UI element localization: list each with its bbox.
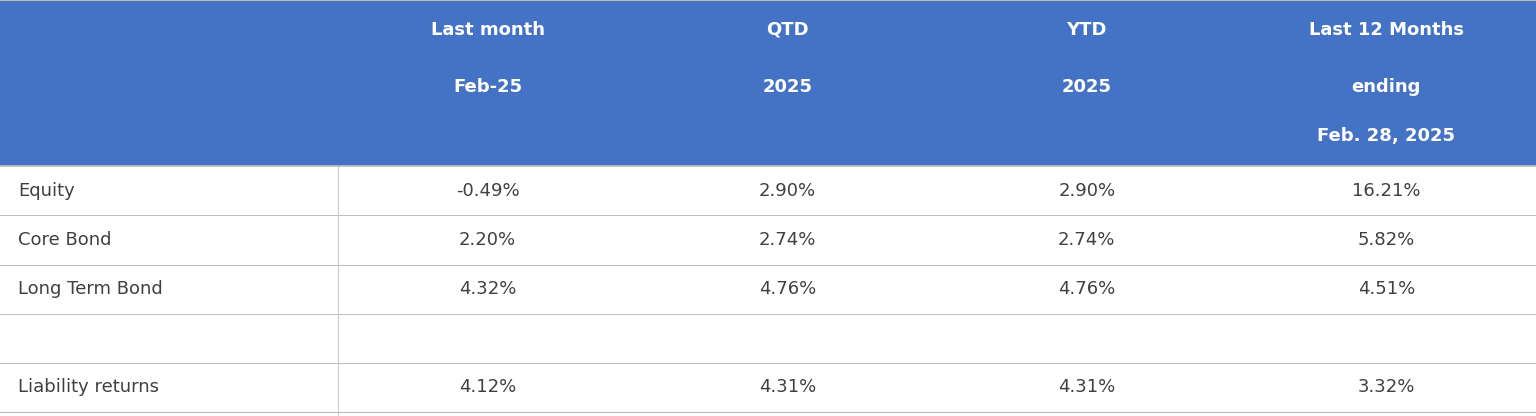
Text: 2.74%: 2.74% — [759, 231, 816, 249]
Bar — [0, 0, 1536, 166]
Text: Long Term Bond: Long Term Bond — [18, 280, 163, 298]
Bar — [0, 363, 1536, 412]
Text: 4.31%: 4.31% — [1058, 378, 1115, 396]
Text: 4.31%: 4.31% — [759, 378, 816, 396]
Bar — [0, 265, 1536, 314]
Text: 2025: 2025 — [762, 77, 813, 96]
Text: 4.32%: 4.32% — [459, 280, 516, 298]
Text: Last 12 Months: Last 12 Months — [1309, 21, 1464, 39]
Text: 16.21%: 16.21% — [1352, 182, 1421, 200]
Text: Equity: Equity — [18, 182, 75, 200]
Text: 2025: 2025 — [1061, 77, 1112, 96]
Bar — [0, 166, 1536, 215]
Text: 2.90%: 2.90% — [1058, 182, 1115, 200]
Bar — [0, 314, 1536, 363]
Text: YTD: YTD — [1066, 21, 1107, 39]
Bar — [0, 215, 1536, 265]
Text: Liability returns: Liability returns — [18, 378, 160, 396]
Text: ending: ending — [1352, 77, 1421, 96]
Text: 2.20%: 2.20% — [459, 231, 516, 249]
Text: 4.76%: 4.76% — [1058, 280, 1115, 298]
Text: Feb. 28, 2025: Feb. 28, 2025 — [1318, 127, 1455, 146]
Text: Last month: Last month — [430, 21, 545, 39]
Text: 2.74%: 2.74% — [1058, 231, 1115, 249]
Text: 2.90%: 2.90% — [759, 182, 816, 200]
Text: 5.82%: 5.82% — [1358, 231, 1415, 249]
Text: -0.49%: -0.49% — [456, 182, 519, 200]
Text: 4.12%: 4.12% — [459, 378, 516, 396]
Text: 3.32%: 3.32% — [1358, 378, 1415, 396]
Text: Core Bond: Core Bond — [18, 231, 112, 249]
Text: 4.76%: 4.76% — [759, 280, 816, 298]
Text: Feb-25: Feb-25 — [453, 77, 522, 96]
Text: QTD: QTD — [766, 21, 808, 39]
Text: 4.51%: 4.51% — [1358, 280, 1415, 298]
